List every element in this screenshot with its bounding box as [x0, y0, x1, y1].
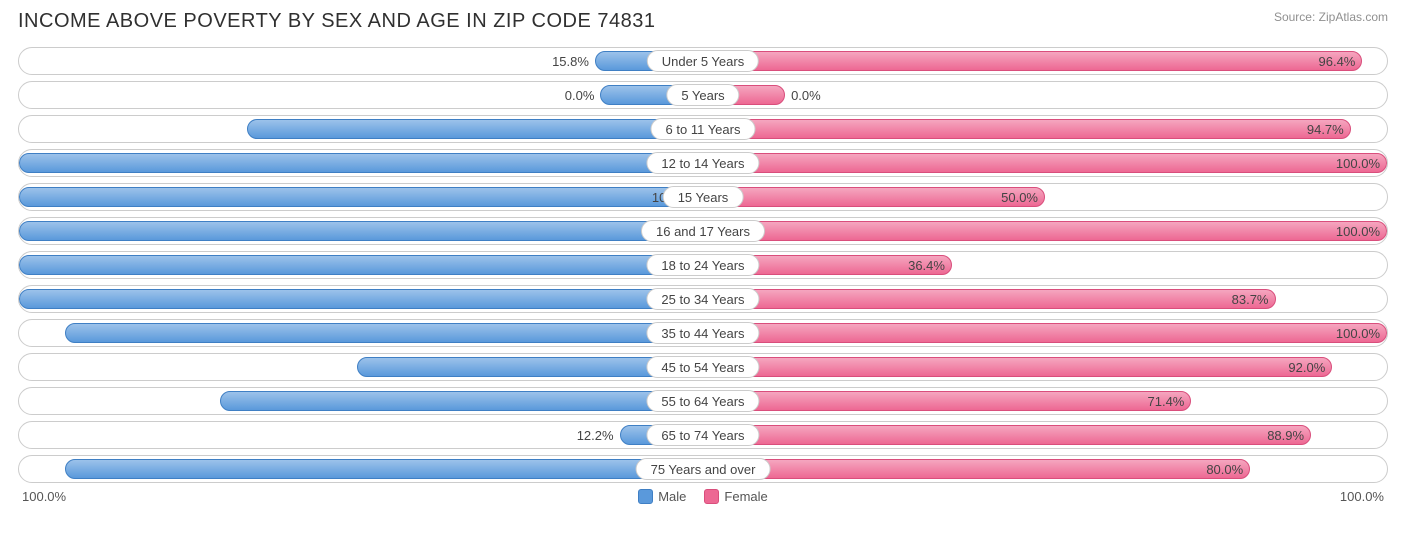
- chart-row: 66.7% 94.7% 6 to 11 Years: [18, 115, 1388, 143]
- category-label: 6 to 11 Years: [651, 118, 756, 140]
- female-value-label: 100.0%: [1336, 222, 1380, 240]
- chart-container: INCOME ABOVE POVERTY BY SEX AND AGE IN Z…: [0, 0, 1406, 512]
- category-label: 55 to 64 Years: [646, 390, 759, 412]
- female-value-label: 0.0%: [791, 82, 821, 108]
- male-bar: 100.0%: [19, 289, 703, 309]
- category-label: 35 to 44 Years: [646, 322, 759, 344]
- female-value-label: 100.0%: [1336, 324, 1380, 342]
- category-label: 15 Years: [663, 186, 744, 208]
- female-bar: 50.0%: [703, 187, 1045, 207]
- male-bar: 70.6%: [220, 391, 703, 411]
- category-label: 75 Years and over: [636, 458, 771, 480]
- female-bar: 100.0%: [703, 323, 1387, 343]
- category-label: 5 Years: [666, 84, 739, 106]
- female-bar: 88.9%: [703, 425, 1311, 445]
- chart-row: 93.3% 100.0% 35 to 44 Years: [18, 319, 1388, 347]
- male-value-label: 12.2%: [577, 422, 614, 448]
- category-label: 16 and 17 Years: [641, 220, 765, 242]
- legend-female-label: Female: [724, 489, 767, 504]
- legend-male: Male: [638, 489, 686, 504]
- female-bar: 100.0%: [703, 153, 1387, 173]
- axis-right-label: 100.0%: [1340, 489, 1384, 504]
- female-bar: 71.4%: [703, 391, 1191, 411]
- chart-row: 93.3% 80.0% 75 Years and over: [18, 455, 1388, 483]
- category-label: 12 to 14 Years: [646, 152, 759, 174]
- chart-row: 70.6% 71.4% 55 to 64 Years: [18, 387, 1388, 415]
- chart-row: 0.0% 0.0% 5 Years: [18, 81, 1388, 109]
- male-bar: 100.0%: [19, 255, 703, 275]
- male-bar: 100.0%: [19, 187, 703, 207]
- legend-male-swatch: [638, 489, 653, 504]
- male-value-label: 15.8%: [552, 48, 589, 74]
- male-bar: 66.7%: [247, 119, 703, 139]
- category-label: 65 to 74 Years: [646, 424, 759, 446]
- chart-row: 100.0% 50.0% 15 Years: [18, 183, 1388, 211]
- chart-row: 12.2% 88.9% 65 to 74 Years: [18, 421, 1388, 449]
- male-bar: 100.0%: [19, 221, 703, 241]
- female-value-label: 96.4%: [1319, 52, 1356, 70]
- female-value-label: 36.4%: [908, 256, 945, 274]
- legend-female: Female: [704, 489, 767, 504]
- category-label: 18 to 24 Years: [646, 254, 759, 276]
- chart-source: Source: ZipAtlas.com: [1274, 10, 1388, 24]
- category-label: 45 to 54 Years: [646, 356, 759, 378]
- header: INCOME ABOVE POVERTY BY SEX AND AGE IN Z…: [18, 10, 1388, 33]
- chart-row: 100.0%100.0%16 and 17 Years: [18, 217, 1388, 245]
- male-value-label: 0.0%: [565, 82, 595, 108]
- chart-title: INCOME ABOVE POVERTY BY SEX AND AGE IN Z…: [18, 10, 655, 33]
- female-value-label: 71.4%: [1148, 392, 1185, 410]
- female-value-label: 92.0%: [1288, 358, 1325, 376]
- female-value-label: 94.7%: [1307, 120, 1344, 138]
- female-bar: 94.7%: [703, 119, 1351, 139]
- female-bar: 92.0%: [703, 357, 1332, 377]
- female-value-label: 83.7%: [1232, 290, 1269, 308]
- male-bar: 93.3%: [65, 459, 703, 479]
- chart-row: 15.8% 96.4% Under 5 Years: [18, 47, 1388, 75]
- chart-row: 100.0% 83.7% 25 to 34 Years: [18, 285, 1388, 313]
- chart-row: 50.6%92.0%45 to 54 Years: [18, 353, 1388, 381]
- legend-male-label: Male: [658, 489, 686, 504]
- male-bar: 100.0%: [19, 153, 703, 173]
- chart-row: 100.0% 36.4% 18 to 24 Years: [18, 251, 1388, 279]
- female-bar: 83.7%: [703, 289, 1276, 309]
- female-value-label: 88.9%: [1267, 426, 1304, 444]
- axis-left-label: 100.0%: [22, 489, 66, 504]
- female-bar: 80.0%: [703, 459, 1250, 479]
- category-label: 25 to 34 Years: [646, 288, 759, 310]
- chart-row: 100.0%100.0%12 to 14 Years: [18, 149, 1388, 177]
- female-bar: 96.4%: [703, 51, 1362, 71]
- male-bar: 93.3%: [65, 323, 703, 343]
- legend: Male Female: [638, 489, 768, 504]
- female-value-label: 80.0%: [1206, 460, 1243, 478]
- female-value-label: 50.0%: [1001, 188, 1038, 206]
- legend-female-swatch: [704, 489, 719, 504]
- female-value-label: 100.0%: [1336, 154, 1380, 172]
- axis-row: 100.0% Male Female 100.0%: [18, 489, 1388, 504]
- chart-area: 15.8% 96.4% Under 5 Years 0.0% 0.0% 5 Years 66…: [18, 47, 1388, 483]
- female-bar: 100.0%: [703, 221, 1387, 241]
- category-label: Under 5 Years: [647, 50, 759, 72]
